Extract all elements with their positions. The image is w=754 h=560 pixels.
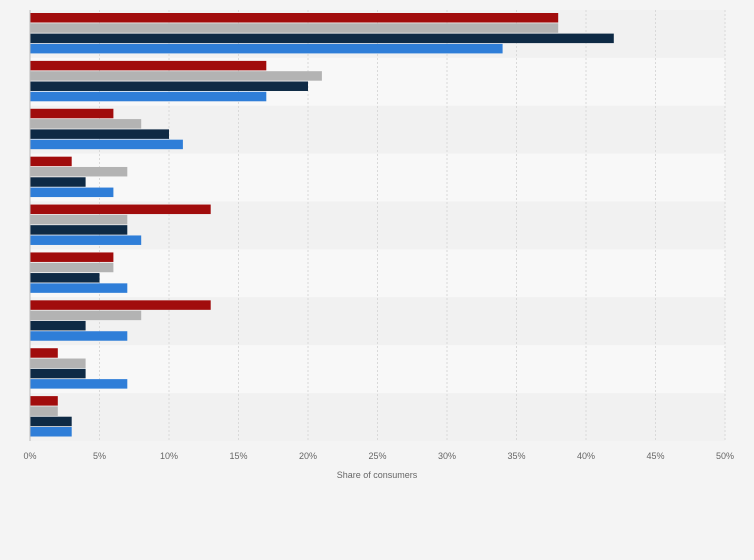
bar <box>30 214 128 225</box>
bar <box>30 108 114 119</box>
x-tick-label: 5% <box>93 451 106 461</box>
bar <box>30 129 169 139</box>
category-band <box>30 393 725 441</box>
bar <box>30 91 267 102</box>
bar <box>30 331 128 341</box>
bar <box>30 177 86 187</box>
x-tick-label: 10% <box>160 451 178 461</box>
bar <box>30 204 211 215</box>
bar <box>30 81 308 91</box>
x-axis-title: Share of consumers <box>337 470 418 480</box>
x-tick-label: 35% <box>507 451 525 461</box>
bar <box>30 252 114 262</box>
x-tick-label: 30% <box>438 451 456 461</box>
category-bands <box>30 10 725 441</box>
x-tick-label: 0% <box>23 451 36 461</box>
bar <box>30 225 128 235</box>
bar <box>30 368 86 379</box>
x-tick-label: 25% <box>368 451 386 461</box>
bar <box>30 119 142 129</box>
bar <box>30 139 183 150</box>
category-band <box>30 249 725 298</box>
bar <box>30 348 58 358</box>
bar <box>30 23 559 33</box>
x-tick-label: 40% <box>577 451 595 461</box>
bar <box>30 235 142 245</box>
bar <box>30 396 58 406</box>
bar <box>30 320 86 331</box>
bar <box>30 310 142 321</box>
bar <box>30 262 114 273</box>
x-tick-label: 50% <box>716 451 734 461</box>
x-tick-labels: 0% 5% 10% 15% 20% 25% 30% 35% 40% 45% 50% <box>23 451 734 461</box>
bar <box>30 156 72 167</box>
bar <box>30 43 503 54</box>
bar-series <box>30 13 614 437</box>
x-tick-label: 15% <box>229 451 247 461</box>
bar <box>30 187 114 198</box>
bar <box>30 358 86 369</box>
bar <box>30 33 614 44</box>
bar <box>30 379 128 389</box>
bar <box>30 273 100 283</box>
category-band <box>30 345 725 394</box>
x-tick-label: 20% <box>299 451 317 461</box>
bar <box>30 427 72 437</box>
bar <box>30 406 58 416</box>
bar <box>30 416 72 427</box>
bar <box>30 60 267 71</box>
bar <box>30 283 128 293</box>
bar <box>30 71 322 81</box>
bar <box>30 13 559 23</box>
bar <box>30 166 128 177</box>
category-band <box>30 153 725 202</box>
bar <box>30 300 211 310</box>
x-tick-label: 45% <box>646 451 664 461</box>
